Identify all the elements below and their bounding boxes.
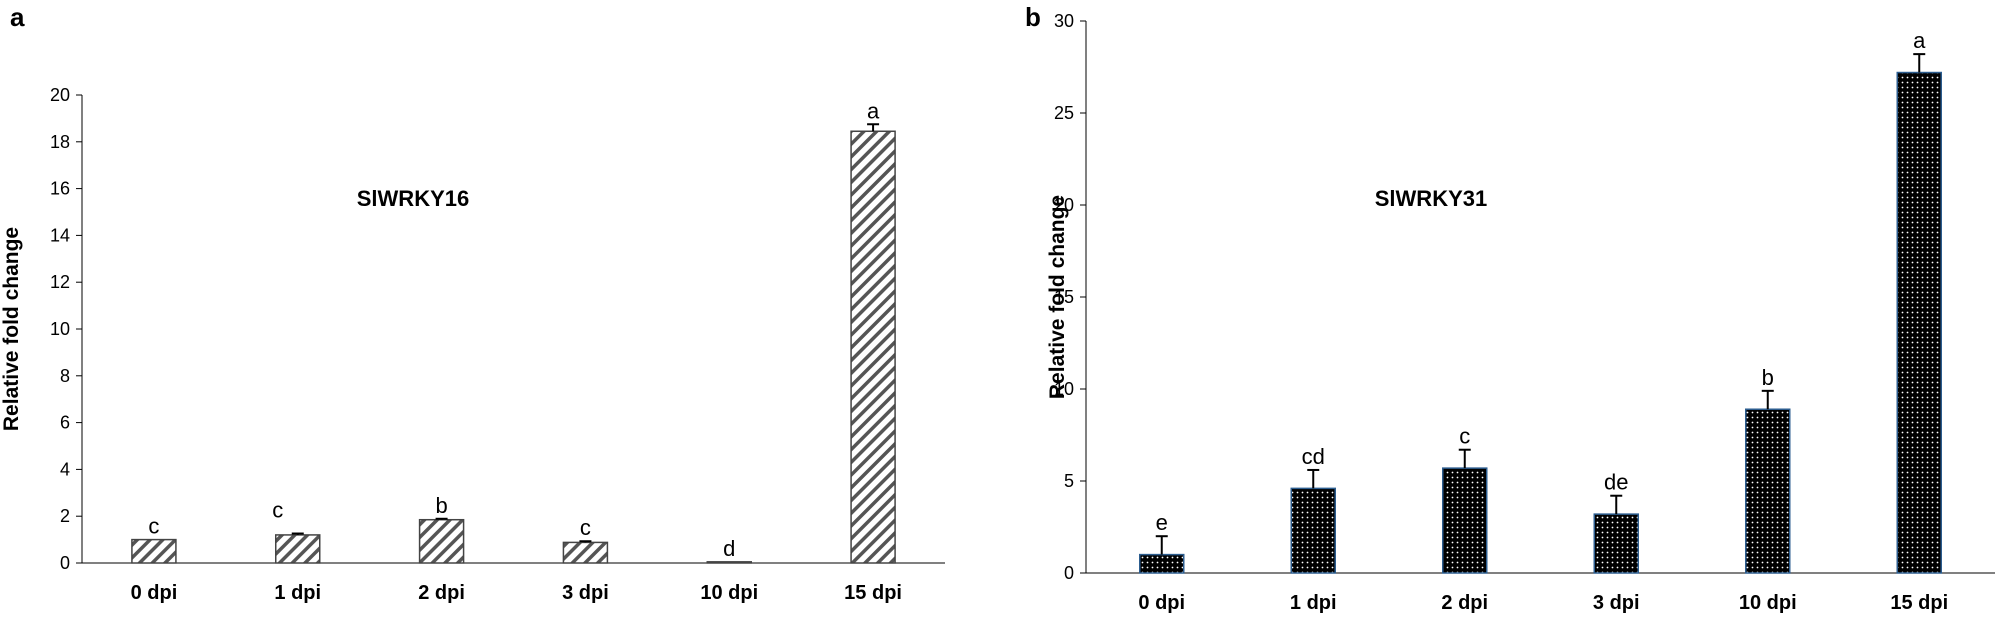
significance-label: c (580, 515, 591, 540)
y-tick-label: 15 (1054, 287, 1074, 307)
chart-b-svg: 0 5 10 15 20 25 30 Relative fold change SlWRKY31… (1046, 11, 1995, 614)
significance-label: c (272, 498, 283, 523)
y-tick-label: 30 (1054, 11, 1074, 31)
y-tick-label: 20 (50, 85, 70, 105)
y-axis-label: Relative fold change (0, 227, 23, 431)
significance-label: c (1459, 424, 1470, 449)
chart-title: SlWRKY16 (357, 186, 469, 211)
bar (706, 561, 752, 564)
x-tick-label: 0 dpi (131, 582, 178, 604)
y-tick-label: 0 (60, 553, 70, 573)
x-tick-label: 0 dpi (1138, 592, 1185, 614)
bar (1896, 71, 1942, 574)
bar (850, 130, 896, 564)
chart-a-svg: 0 2 4 6 8 10 12 14 16 18 20 Relative fold change SlW… (0, 85, 945, 604)
y-tick-label: 14 (50, 225, 70, 245)
bar (131, 538, 177, 564)
y-tick-label: 10 (1054, 379, 1074, 399)
x-tick-label: 10 dpi (1739, 592, 1797, 614)
significance-label: b (1762, 365, 1774, 390)
y-tick-label: 0 (1064, 563, 1074, 583)
bar (1745, 408, 1791, 574)
bar (1290, 487, 1336, 574)
panel-letter-b: b (1025, 2, 1041, 32)
y-tick-label: 12 (50, 272, 70, 292)
bar (1139, 553, 1185, 574)
y-tick-label: 4 (60, 459, 70, 479)
x-tick-label: 1 dpi (1290, 592, 1337, 614)
bar (1442, 467, 1488, 574)
panel-b: b 0 5 10 15 20 25 30 Relative fold change SlWRKY… (1000, 0, 2007, 621)
x-tick-label: 15 dpi (1890, 592, 1948, 614)
y-tick-label: 20 (1054, 195, 1074, 215)
x-tick-label: 3 dpi (1593, 592, 1640, 614)
bar (562, 541, 609, 564)
y-tick-label: 25 (1054, 103, 1074, 123)
bar (418, 518, 465, 564)
y-tick-label: 6 (60, 413, 70, 433)
y-tick-label: 8 (60, 366, 70, 386)
bar (1593, 513, 1639, 574)
significance-label: b (435, 493, 447, 518)
significance-label: a (867, 98, 880, 123)
y-axis-label: Relative fold change (1046, 195, 1069, 399)
bar (275, 534, 321, 564)
significance-label: c (148, 514, 159, 539)
significance-label: cd (1302, 444, 1325, 469)
x-tick-label: 3 dpi (562, 582, 609, 604)
panel-a: a 0 2 4 6 8 10 12 14 16 18 20 Relative fold change S… (0, 0, 1000, 621)
significance-label: a (1913, 28, 1926, 53)
x-tick-label: 2 dpi (418, 582, 465, 604)
significance-label: de (1604, 470, 1628, 495)
x-tick-label: 2 dpi (1441, 592, 1488, 614)
y-tick-label: 10 (50, 319, 70, 339)
y-tick-label: 16 (50, 179, 70, 199)
x-tick-label: 10 dpi (700, 582, 758, 604)
significance-label: e (1156, 510, 1168, 535)
significance-label: d (723, 536, 735, 561)
panel-letter-a: a (10, 2, 25, 32)
y-tick-label: 18 (50, 132, 70, 152)
y-tick-label: 5 (1064, 471, 1074, 491)
chart-title: SlWRKY31 (1375, 186, 1487, 211)
x-tick-label: 1 dpi (274, 582, 321, 604)
y-tick-label: 2 (60, 506, 70, 526)
x-tick-label: 15 dpi (844, 582, 902, 604)
